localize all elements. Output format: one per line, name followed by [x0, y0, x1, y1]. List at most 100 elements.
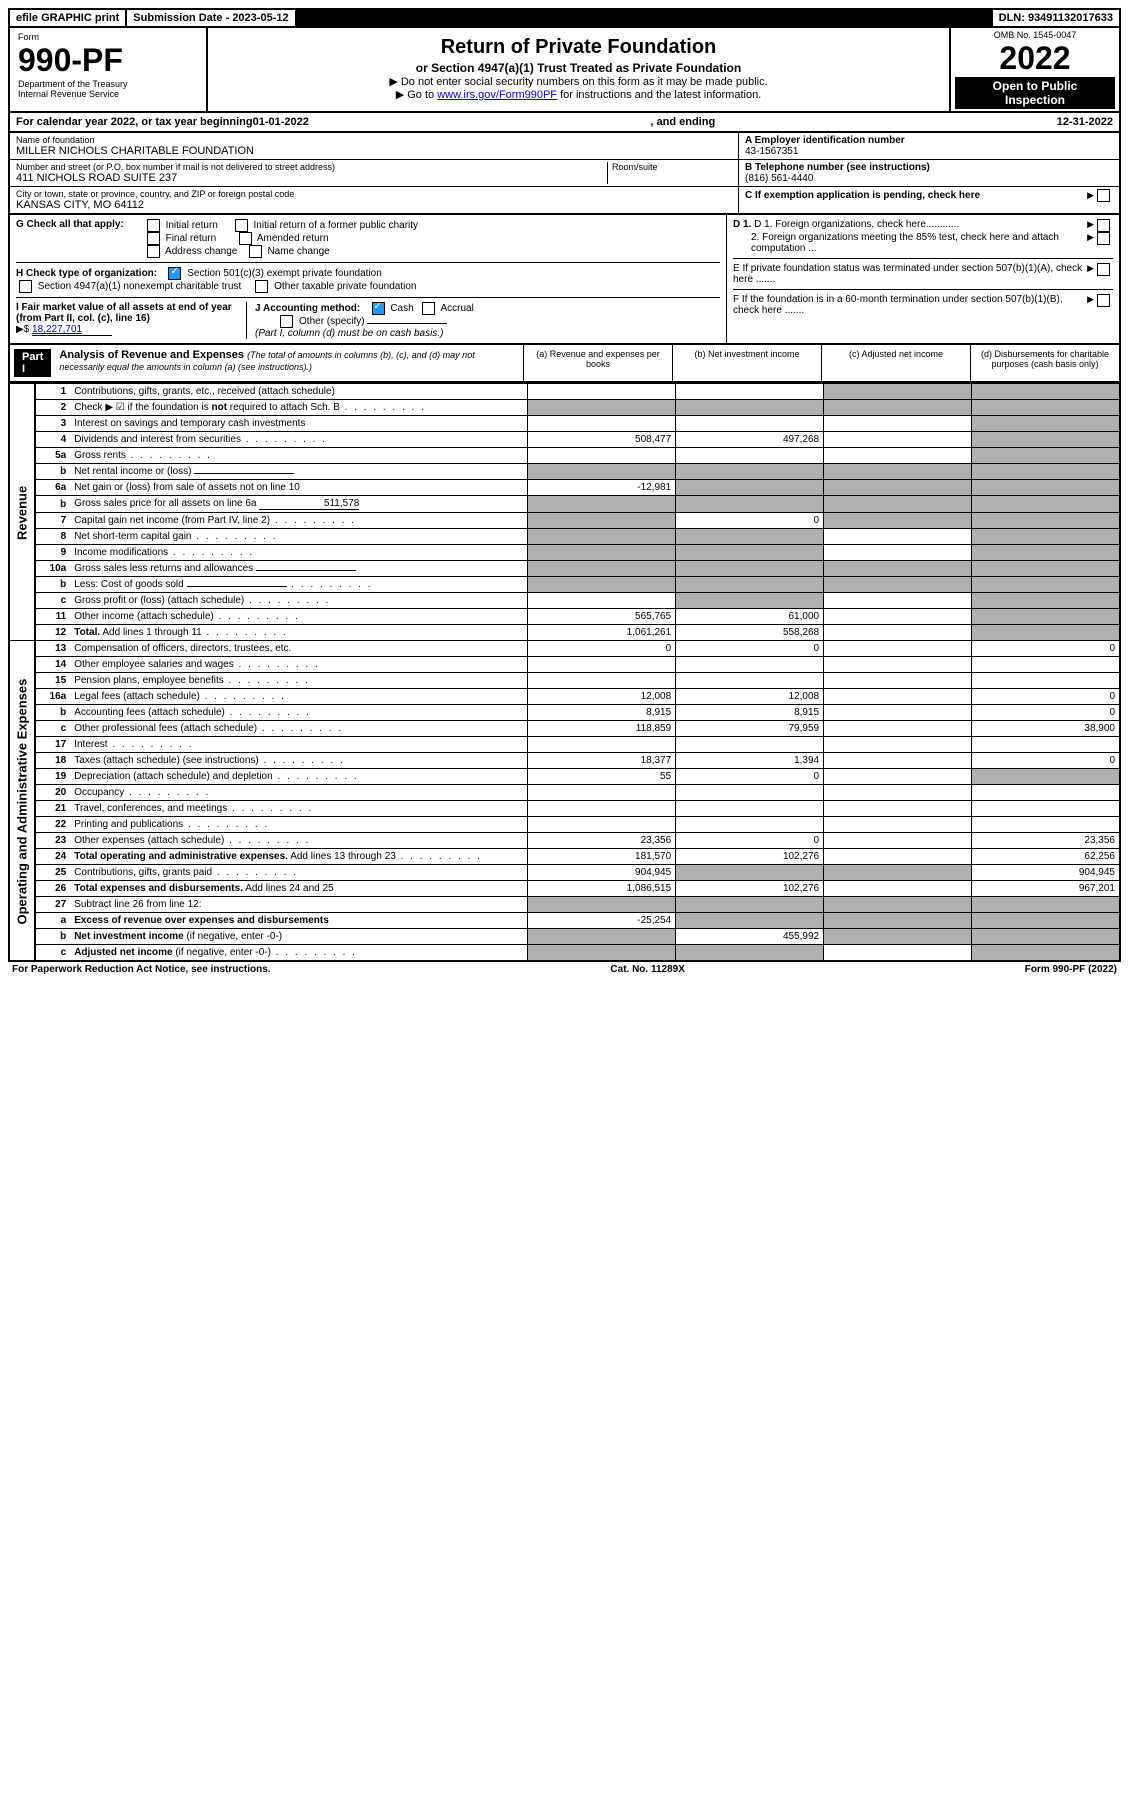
g-name-checkbox[interactable] [249, 245, 262, 258]
table-row: 26Total expenses and disbursements. Add … [9, 881, 1120, 897]
e-checkbox[interactable] [1097, 263, 1110, 276]
value-cell [972, 673, 1120, 689]
line-description: Taxes (attach schedule) (see instruction… [70, 753, 528, 769]
line-description: Pension plans, employee benefits [70, 673, 528, 689]
ij-row: I Fair market value of all assets at end… [16, 297, 720, 339]
value-cell [824, 513, 972, 529]
irs-link[interactable]: www.irs.gov/Form990PF [437, 89, 557, 101]
value-cell [528, 657, 676, 673]
line-number: 26 [35, 881, 71, 897]
line-number: c [35, 945, 71, 962]
table-row: 8Net short-term capital gain [9, 529, 1120, 545]
h-other-checkbox[interactable] [255, 280, 268, 293]
value-cell [972, 513, 1120, 529]
table-row: 3Interest on savings and temporary cash … [9, 416, 1120, 432]
value-cell [676, 785, 824, 801]
value-cell [824, 881, 972, 897]
j-other-checkbox[interactable] [280, 315, 293, 328]
table-row: bNet investment income (if negative, ent… [9, 929, 1120, 945]
j-accrual-checkbox[interactable] [422, 302, 435, 315]
table-row: 21Travel, conferences, and meetings [9, 801, 1120, 817]
line-description: Excess of revenue over expenses and disb… [70, 913, 528, 929]
d2-checkbox[interactable] [1097, 232, 1110, 245]
table-row: Revenue1Contributions, gifts, grants, et… [9, 384, 1120, 400]
c-checkbox[interactable] [1097, 189, 1110, 202]
line-number: 11 [35, 609, 71, 625]
i-value[interactable]: 18,227,701 [32, 324, 112, 336]
value-cell [528, 593, 676, 609]
line-description: Net gain or (loss) from sale of assets n… [70, 480, 528, 496]
value-cell: 0 [676, 513, 824, 529]
table-row: 10aGross sales less returns and allowanc… [9, 561, 1120, 577]
value-cell [972, 384, 1120, 400]
g-initial-public-checkbox[interactable] [235, 219, 248, 232]
phone-label: B Telephone number (see instructions) [745, 162, 1113, 173]
h-4947-checkbox[interactable] [19, 280, 32, 293]
value-cell [824, 929, 972, 945]
value-cell [824, 625, 972, 641]
line-number: b [35, 705, 71, 721]
j-label: J Accounting method: [255, 303, 360, 314]
g-amended-checkbox[interactable] [239, 232, 252, 245]
table-row: 12Total. Add lines 1 through 111,061,261… [9, 625, 1120, 641]
value-cell [972, 609, 1120, 625]
value-cell [528, 496, 676, 513]
h-501c3-checkbox[interactable] [168, 267, 181, 280]
table-row: 23Other expenses (attach schedule)23,356… [9, 833, 1120, 849]
g-initial-checkbox[interactable] [147, 219, 160, 232]
value-cell [528, 416, 676, 432]
line-description: Other income (attach schedule) [70, 609, 528, 625]
table-row: 4Dividends and interest from securities5… [9, 432, 1120, 448]
line-number: 6a [35, 480, 71, 496]
form-header: Form 990-PF Department of the Treasury I… [8, 28, 1121, 113]
table-row: 18Taxes (attach schedule) (see instructi… [9, 753, 1120, 769]
f-checkbox[interactable] [1097, 294, 1110, 307]
value-cell: 967,201 [972, 881, 1120, 897]
foundation-name: MILLER NICHOLS CHARITABLE FOUNDATION [16, 145, 732, 157]
part1-left: Part I Analysis of Revenue and Expenses … [10, 345, 523, 381]
line-description: Net investment income (if negative, ente… [70, 929, 528, 945]
efile-label[interactable]: efile GRAPHIC print [10, 10, 125, 26]
i-dollar: ▶$ [16, 324, 29, 335]
value-cell [528, 529, 676, 545]
line-number: 20 [35, 785, 71, 801]
city-cell: City or town, state or province, country… [10, 187, 738, 213]
value-cell: 0 [972, 641, 1120, 657]
g-address-checkbox[interactable] [147, 245, 160, 258]
c-cell: C If exemption application is pending, c… [739, 187, 1119, 204]
value-cell [824, 721, 972, 737]
calyear-mid: , and ending [309, 116, 1057, 128]
value-cell [824, 897, 972, 913]
j-accrual: Accrual [440, 303, 473, 314]
line-description: Travel, conferences, and meetings [70, 801, 528, 817]
value-cell [676, 448, 824, 464]
city-label: City or town, state or province, country… [16, 189, 732, 199]
value-cell: 904,945 [528, 865, 676, 881]
line-description: Gross profit or (loss) (attach schedule) [70, 593, 528, 609]
value-cell [824, 529, 972, 545]
value-cell: 8,915 [676, 705, 824, 721]
open-label: Open to Public [957, 79, 1113, 93]
g-final-checkbox[interactable] [147, 232, 160, 245]
street-address: 411 NICHOLS ROAD SUITE 237 [16, 172, 607, 184]
table-row: 7Capital gain net income (from Part IV, … [9, 513, 1120, 529]
value-cell [824, 865, 972, 881]
submission-date: Submission Date - 2023-05-12 [127, 10, 294, 26]
value-cell: 102,276 [676, 881, 824, 897]
value-cell [972, 625, 1120, 641]
value-cell: 61,000 [676, 609, 824, 625]
value-cell: -12,981 [528, 480, 676, 496]
d1-checkbox[interactable] [1097, 219, 1110, 232]
j-cash-checkbox[interactable] [372, 302, 385, 315]
value-cell [528, 945, 676, 962]
table-row: 5aGross rents [9, 448, 1120, 464]
value-cell: 12,008 [676, 689, 824, 705]
f-label: F If the foundation is in a 60-month ter… [733, 294, 1087, 316]
value-cell: -25,254 [528, 913, 676, 929]
line-description: Accounting fees (attach schedule) [70, 705, 528, 721]
table-row: 11Other income (attach schedule)565,7656… [9, 609, 1120, 625]
line-number: 10a [35, 561, 71, 577]
line-number: 25 [35, 865, 71, 881]
check-left: G Check all that apply: Initial return I… [10, 215, 726, 343]
table-row: cAdjusted net income (if negative, enter… [9, 945, 1120, 962]
